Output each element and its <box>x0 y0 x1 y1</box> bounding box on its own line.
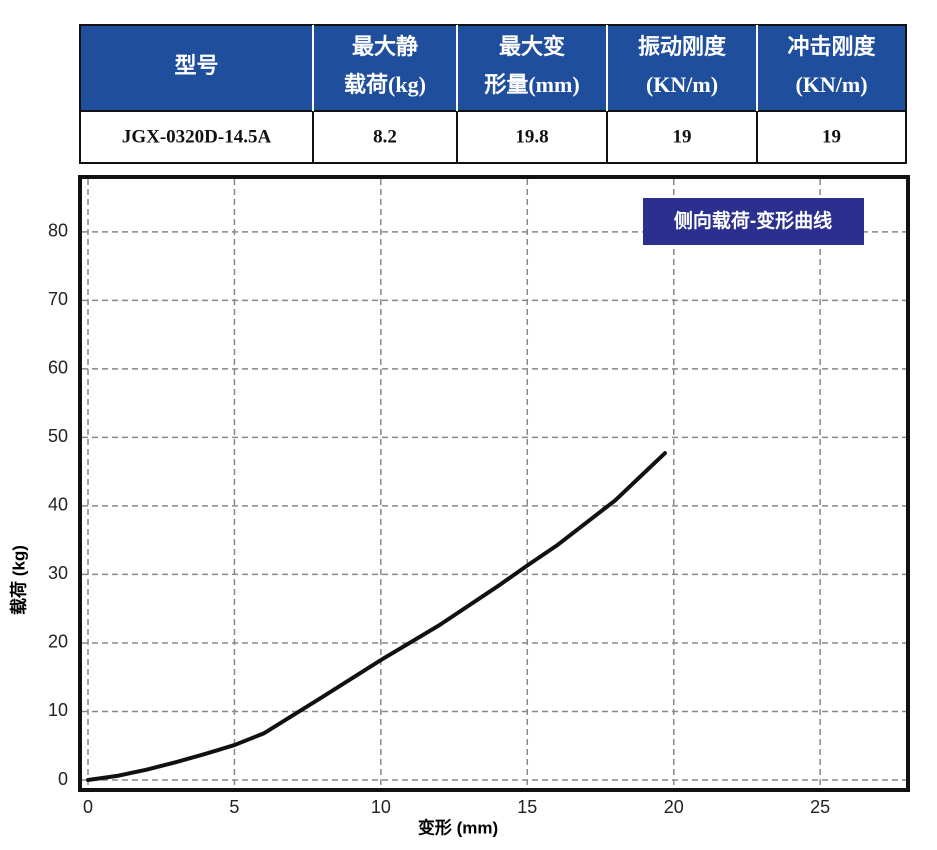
data-line <box>86 451 667 782</box>
x-tick-label: 15 <box>517 797 537 817</box>
annotation: 侧向载荷-变形曲线 <box>674 209 832 232</box>
header-cell: 最大变 <box>499 34 565 59</box>
grid <box>82 179 906 788</box>
header-cell: 冲击刚度 <box>787 34 876 59</box>
x-tick-label: 25 <box>810 797 830 817</box>
annotation-box <box>643 198 864 245</box>
y-tick-label: 70 <box>48 289 68 309</box>
y-tick-label: 20 <box>48 632 68 652</box>
y-axis-label: 载荷 (kg) <box>8 545 28 615</box>
header-cell: 型号 <box>174 53 218 78</box>
header-cell: (KN/m) <box>795 72 867 97</box>
header-cell: 载荷(kg) <box>344 72 426 97</box>
x-axis-label: 变形 (mm) <box>418 817 498 837</box>
y-tick-label: 10 <box>48 700 68 720</box>
y-tick-label: 0 <box>58 769 68 789</box>
x-tick-label: 0 <box>83 797 93 817</box>
cell: JGX-0320D-14.5A <box>122 126 272 147</box>
row-bg <box>79 110 907 164</box>
x-tick-label: 20 <box>664 797 684 817</box>
header-cell: 振动刚度 <box>638 34 727 59</box>
cell: 8.2 <box>373 126 397 147</box>
y-tick-label: 30 <box>48 563 68 583</box>
y-tick-label: 40 <box>48 495 68 515</box>
x-tick-label: 5 <box>229 797 239 817</box>
x-tick-label: 10 <box>371 797 391 817</box>
header-cell: 形量(mm) <box>484 72 579 97</box>
header-cell: 最大静 <box>352 34 418 59</box>
cell: 19 <box>822 126 841 147</box>
y-tick-label: 50 <box>48 426 68 446</box>
plot-frame <box>78 175 910 792</box>
cell: 19.8 <box>515 126 548 147</box>
header-bg <box>79 24 907 112</box>
cell: 19 <box>673 126 692 147</box>
y-tick-label: 60 <box>48 358 68 378</box>
header-cell: (KN/m) <box>646 72 718 97</box>
y-tick-label: 80 <box>48 221 68 241</box>
